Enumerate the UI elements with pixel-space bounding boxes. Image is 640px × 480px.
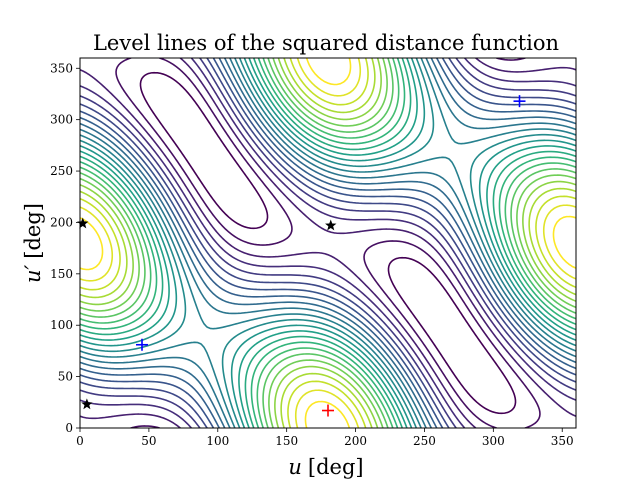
- y-axis-ticks: 0 50 100 150 200 250 300 350: [50, 61, 80, 435]
- contour-level-4: [80, 58, 576, 428]
- x-tick-label: 0: [76, 434, 84, 448]
- x-axis-label: u [deg]: [288, 455, 363, 479]
- contour-level-5: [80, 58, 576, 428]
- black-star-3-marker: [325, 219, 337, 231]
- y-axis-label-unit: [deg]: [21, 203, 45, 259]
- markers: [77, 95, 526, 417]
- chart-title: Level lines of the squared distance func…: [93, 31, 559, 55]
- blue-plus-2-marker: [513, 95, 526, 108]
- contour-level-23: [80, 58, 576, 428]
- contour-level-11: [80, 58, 576, 428]
- contour-level-13: [80, 58, 576, 428]
- contour-level-17: [80, 58, 576, 428]
- x-tick-label: 200: [344, 434, 367, 448]
- y-tick-label: 350: [50, 61, 73, 75]
- y-tick-label: 200: [50, 215, 73, 229]
- contour-level-12: [80, 58, 576, 428]
- contour-level-20: [80, 58, 576, 428]
- x-tick-label: 100: [206, 434, 229, 448]
- contour-level-15: [80, 58, 576, 428]
- y-tick-label: 150: [50, 267, 73, 281]
- y-tick-label: 0: [65, 421, 73, 435]
- y-tick-label: 250: [50, 164, 73, 178]
- black-star-1-marker: [77, 217, 89, 229]
- x-tick-label: 350: [551, 434, 574, 448]
- red-plus-marker: [322, 404, 334, 417]
- contour-level-21: [80, 58, 576, 428]
- y-tick-label: 50: [58, 370, 73, 384]
- plot-frame: [79, 57, 577, 429]
- x-tick-label: 250: [413, 434, 436, 448]
- contour-lines: [80, 58, 576, 428]
- x-tick-label: 150: [275, 434, 298, 448]
- blue-plus-1-marker: [136, 338, 148, 351]
- contour-level-18: [80, 58, 576, 428]
- x-axis-ticks: 0 50 100 150 200 250 300 350: [76, 428, 574, 448]
- x-axis-label-var: u: [288, 455, 302, 479]
- contour-level-22: [80, 58, 576, 428]
- y-axis-label: u′ [deg]: [21, 203, 45, 283]
- y-tick-label: 100: [50, 318, 73, 332]
- contour-level-6: [80, 58, 576, 428]
- contour-level-7: [80, 58, 576, 428]
- contour-level-10: [80, 58, 576, 428]
- contour-level-1: [139, 71, 517, 415]
- contour-level-3: [80, 58, 576, 428]
- x-tick-label: 50: [141, 434, 156, 448]
- contour-level-14: [80, 58, 576, 428]
- x-axis-label-unit: [deg]: [308, 455, 364, 479]
- contour-level-9: [80, 58, 576, 428]
- black-star-2-marker: [81, 398, 93, 410]
- contour-level-19: [80, 58, 576, 428]
- x-tick-label: 300: [482, 434, 505, 448]
- y-axis-label-var: u′: [21, 264, 45, 283]
- y-tick-label: 300: [50, 113, 73, 127]
- contour-level-16: [80, 58, 576, 428]
- contour-level-8: [80, 58, 576, 428]
